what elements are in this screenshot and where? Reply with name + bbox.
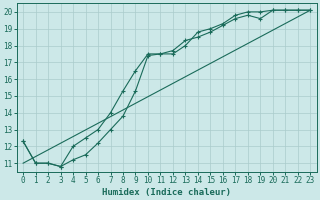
X-axis label: Humidex (Indice chaleur): Humidex (Indice chaleur) — [102, 188, 231, 197]
